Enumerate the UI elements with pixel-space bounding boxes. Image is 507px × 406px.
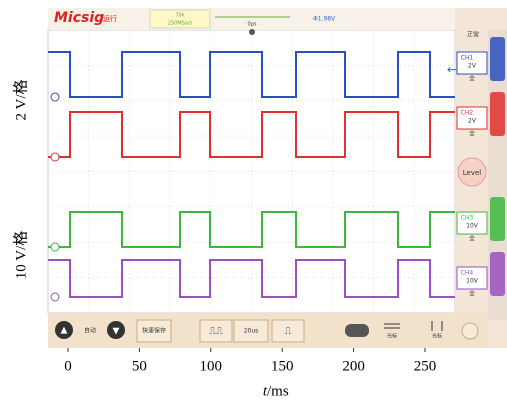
quick-save: 快速保存 (142, 327, 166, 335)
channel-tab (490, 197, 505, 241)
channel-name: CH4 (461, 270, 474, 277)
channel-tab (490, 92, 505, 136)
figure: Micsig 运行 70k 250MSa/s 0ps Φ1.98V 正常 Lev… (0, 0, 507, 402)
status: 运行 (103, 14, 117, 23)
menu-button[interactable] (462, 323, 478, 339)
cursor2: 光标 (432, 333, 442, 340)
y-label-top: 2 V/格 (12, 80, 29, 121)
x-tick-label: 200 (342, 358, 365, 374)
auto-label: 自动 (84, 327, 96, 335)
channel-name: CH1 (461, 55, 474, 62)
channel-tab (490, 37, 505, 81)
channel-scale: 2V (468, 118, 477, 125)
channel-marker (51, 293, 59, 301)
x-label-unit: /ms (267, 383, 289, 399)
trigger-marker (249, 29, 255, 35)
channel-name: CH2 (461, 110, 474, 117)
x-tick-label: 100 (200, 358, 223, 374)
memory: 70k (175, 13, 184, 19)
x-tick-label: 50 (132, 358, 147, 374)
mode: 正常 (467, 31, 479, 39)
up-icon: ▲ (61, 326, 68, 336)
channel-coupling: 全 (469, 130, 475, 138)
channel-scale: 2V (468, 63, 477, 70)
y-label-bottom: 10 V/格 (12, 231, 29, 279)
channel-scale: 10V (466, 278, 479, 285)
channel-coupling: 全 (469, 290, 475, 298)
cursor1: 光标 (387, 333, 397, 340)
channel-marker (51, 153, 59, 161)
brand: Micsig (54, 10, 104, 26)
channel-coupling: 全 (469, 235, 475, 243)
channel-tab (490, 252, 505, 296)
channel-marker (51, 243, 59, 251)
x-tick-label: 0 (64, 358, 72, 374)
pulse-icon: ⎍ (285, 326, 292, 337)
channel-marker (51, 93, 59, 101)
channel-coupling: 全 (469, 75, 475, 83)
x-tick-label: 150 (271, 358, 294, 374)
down-icon: ▼ (113, 327, 120, 337)
wave-icon: ⎍⎍ (209, 326, 223, 337)
channel-name: CH3 (461, 215, 474, 222)
level-label: Level (463, 169, 482, 177)
channel-scale: 10V (466, 223, 479, 230)
timebase: 20us (244, 328, 259, 335)
delay: 0ps (248, 22, 257, 28)
x-tick-label: 250 (414, 358, 437, 374)
ch1-arrow: ← (447, 63, 457, 77)
ch-button[interactable] (345, 324, 369, 337)
x-axis: 0 50 100 150 200 250 (64, 348, 436, 374)
sample-rate: 250MSa/s (168, 21, 193, 27)
trigger-level: Φ1.98V (313, 16, 336, 23)
